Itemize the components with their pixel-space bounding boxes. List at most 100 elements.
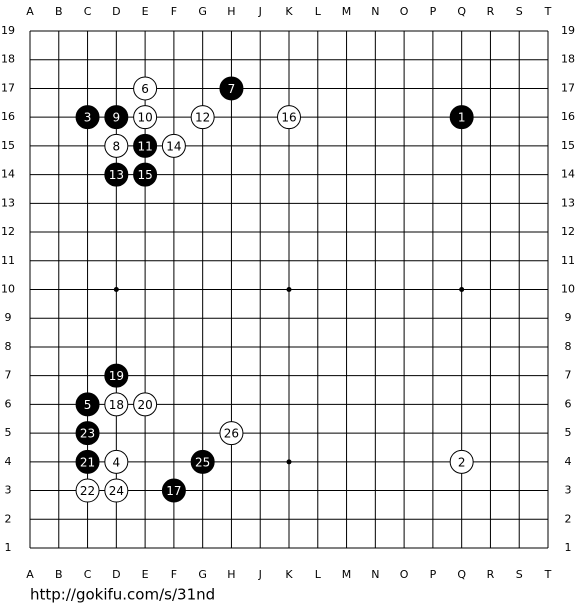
row-label: 16 — [561, 110, 575, 123]
row-label: 4 — [5, 455, 12, 468]
move-number: 11 — [137, 139, 152, 153]
row-label: 1 — [565, 541, 572, 554]
row-label: 8 — [5, 340, 12, 353]
row-label: 2 — [5, 512, 12, 525]
stone — [133, 392, 158, 417]
row-label: 2 — [565, 512, 572, 525]
stone — [104, 392, 129, 417]
stone — [104, 105, 129, 130]
row-label: 1 — [5, 541, 12, 554]
row-label: 18 — [1, 53, 15, 66]
row-label: 19 — [1, 24, 15, 37]
column-label: P — [430, 5, 437, 18]
stone — [104, 449, 129, 474]
row-label: 12 — [1, 225, 15, 238]
stone — [161, 133, 186, 158]
column-label: H — [227, 5, 235, 18]
row-label: 9 — [5, 311, 12, 324]
row-label: 19 — [561, 24, 575, 37]
column-label: D — [112, 5, 120, 18]
star-point — [459, 287, 465, 292]
column-label: C — [84, 568, 92, 581]
stone — [133, 76, 158, 101]
row-label: 15 — [561, 139, 575, 152]
move-number: 14 — [166, 139, 181, 153]
source-url: http://gokifu.com/s/31nd — [30, 586, 215, 604]
row-label: 15 — [1, 139, 15, 152]
column-label: T — [544, 5, 552, 18]
star-point — [286, 459, 292, 465]
row-label: 4 — [565, 455, 572, 468]
stone — [161, 478, 186, 503]
move-number: 5 — [84, 398, 92, 412]
row-label: 13 — [1, 196, 15, 209]
column-label: P — [430, 568, 437, 581]
column-label: E — [142, 568, 149, 581]
column-label: O — [400, 5, 409, 18]
stone — [104, 478, 129, 503]
stone — [75, 421, 100, 446]
row-label: 5 — [565, 426, 572, 439]
stone — [133, 133, 158, 158]
column-label: B — [55, 568, 63, 581]
move-number: 9 — [113, 111, 121, 125]
column-label: A — [26, 568, 34, 581]
row-label: 6 — [565, 397, 572, 410]
stone — [75, 105, 100, 130]
row-label: 9 — [565, 311, 572, 324]
move-number: 16 — [281, 111, 296, 125]
column-label: R — [487, 568, 495, 581]
row-label: 13 — [561, 196, 575, 209]
row-label: 6 — [5, 397, 12, 410]
stone — [133, 105, 158, 130]
stone — [449, 105, 474, 130]
column-label: K — [285, 568, 293, 581]
stone — [104, 363, 129, 388]
stone — [449, 449, 474, 474]
move-number: 20 — [137, 398, 152, 412]
move-number: 24 — [109, 484, 124, 498]
stone — [219, 76, 244, 101]
move-number: 7 — [228, 82, 236, 96]
stone — [219, 421, 244, 446]
column-label: R — [487, 5, 495, 18]
row-label: 7 — [5, 369, 12, 382]
move-number: 12 — [195, 111, 210, 125]
column-label: G — [198, 5, 207, 18]
move-number: 25 — [195, 455, 210, 469]
column-label: D — [112, 568, 120, 581]
move-number: 4 — [113, 455, 121, 469]
column-label: B — [55, 5, 63, 18]
column-label: E — [142, 5, 149, 18]
move-number: 17 — [166, 484, 181, 498]
column-label: F — [171, 568, 177, 581]
column-label: C — [84, 5, 92, 18]
row-label: 8 — [565, 340, 572, 353]
row-label: 10 — [561, 283, 575, 296]
column-label: Q — [457, 5, 466, 18]
row-label: 3 — [5, 484, 12, 497]
column-label: F — [171, 5, 177, 18]
row-label: 12 — [561, 225, 575, 238]
column-label: J — [258, 5, 262, 18]
move-number: 21 — [80, 455, 95, 469]
column-label: H — [227, 568, 235, 581]
row-label: 11 — [561, 254, 575, 267]
stone — [190, 449, 215, 474]
column-label: M — [342, 5, 352, 18]
row-label: 18 — [561, 53, 575, 66]
column-label: J — [258, 568, 262, 581]
column-label: M — [342, 568, 352, 581]
row-label: 10 — [1, 283, 15, 296]
column-label: G — [198, 568, 207, 581]
move-number: 19 — [109, 369, 124, 383]
move-number: 3 — [84, 111, 92, 125]
column-label: S — [516, 5, 523, 18]
column-label: Q — [457, 568, 466, 581]
stone — [133, 162, 158, 187]
row-label: 14 — [1, 168, 15, 181]
column-label: N — [371, 568, 379, 581]
column-label: O — [400, 568, 409, 581]
